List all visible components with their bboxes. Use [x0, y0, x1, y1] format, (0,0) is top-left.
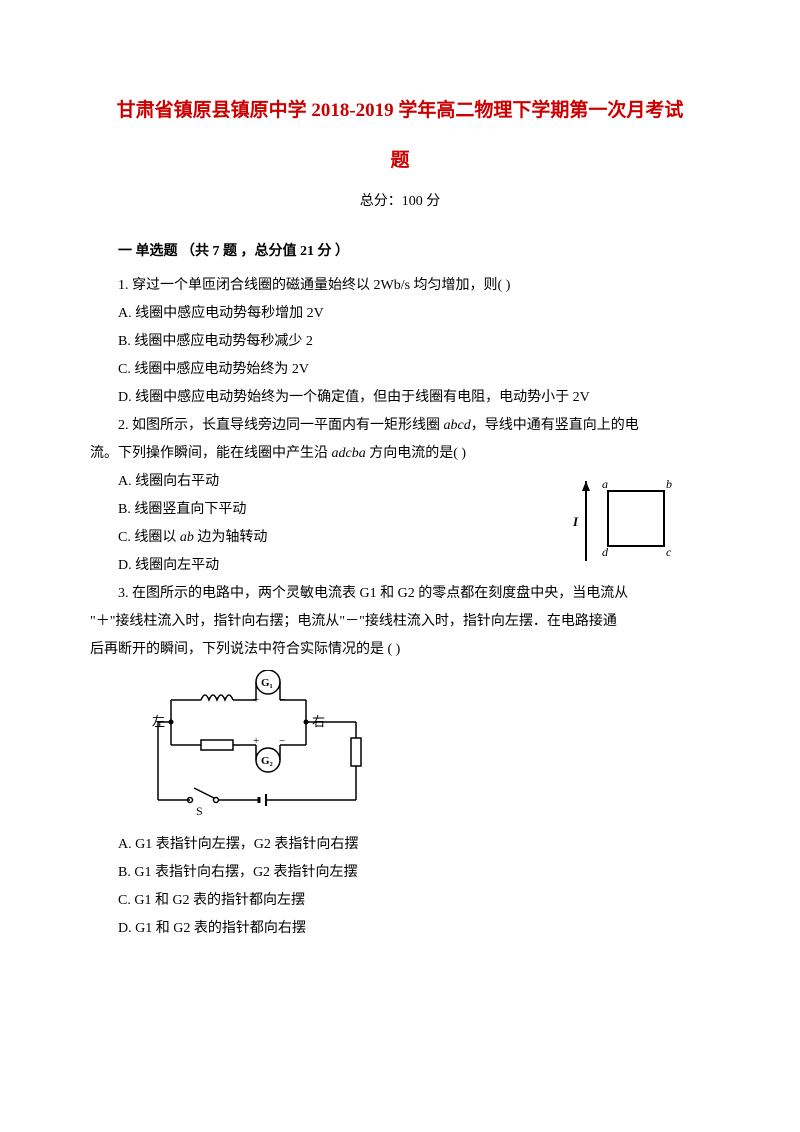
q2-text1: 2. 如图所示，长直导线旁边同一平面内有一矩形线圈 — [118, 418, 444, 433]
q2-label-d: d — [602, 545, 609, 559]
q2-optc-p1: C. 线圈以 — [118, 530, 180, 545]
question-2-line2: 流。下列操作瞬间，能在线圈中产生沿 adcba 方向电流的是( ) — [90, 440, 710, 468]
q2-label-c: c — [666, 545, 672, 559]
q1-option-c: C. 线圈中感应电动势始终为 2V — [90, 356, 710, 384]
q1-option-d: D. 线圈中感应电动势始终为一个确定值，但由于线圈有电阻，电动势小于 2V — [90, 384, 710, 412]
q2-text2: ，导线中通有竖直向上的电 — [471, 418, 639, 433]
q3-plus-1: + — [253, 694, 259, 706]
q3-label-g1: G₁ — [261, 677, 273, 689]
q3-circuit-diagram: G₁ + − 左 G₂ + − 右 S — [146, 670, 710, 825]
question-3-line2: "＋"接线柱流入时，指针向右摆；电流从"－"接线柱流入时，指针向左摆．在电路接通 — [90, 608, 710, 636]
q3-plus-2: + — [253, 735, 259, 747]
q2-label-a: a — [602, 477, 608, 491]
q2-text4: 方向电流的是( ) — [366, 446, 466, 461]
q3-label-g2: G₂ — [261, 755, 274, 767]
q2-optc-p2: 边为轴转动 — [194, 530, 268, 545]
q2-italic-abcd: abcd — [444, 418, 471, 433]
question-3-line1: 3. 在图所示的电路中，两个灵敏电流表 G1 和 G2 的零点都在刻度盘中央，当… — [90, 580, 710, 608]
question-3-line3: 后再断开的瞬间，下列说法中符合实际情况的是 ( ) — [90, 636, 710, 664]
exam-title-line1: 甘肃省镇原县镇原中学 2018-2019 学年高二物理下学期第一次月考试 — [90, 90, 710, 132]
q2-optc-italic: ab — [180, 530, 194, 545]
total-score: 总分：100 分 — [90, 190, 710, 210]
q3-option-b: B. G1 表指针向右摆，G2 表指针向左摆 — [90, 859, 710, 887]
q2-circuit-diagram: I a b c d — [570, 476, 680, 571]
section-header: 一 单选题 （共 7 题 ，总分值 21 分 ） — [90, 240, 710, 260]
q1-option-a: A. 线圈中感应电动势每秒增加 2V — [90, 300, 710, 328]
question-1: 1. 穿过一个单匝闭合线圈的磁通量始终以 2Wb/s 均匀增加，则( ) — [90, 272, 710, 300]
question-2-line1: 2. 如图所示，长直导线旁边同一平面内有一矩形线圈 abcd，导线中通有竖直向上… — [90, 412, 710, 440]
exam-title-line2: 题 — [90, 140, 710, 182]
q3-option-d: D. G1 和 G2 表的指针都向右摆 — [90, 915, 710, 943]
q3-option-a: A. G1 表指针向左摆，G2 表指针向右摆 — [90, 831, 710, 859]
q2-label-I: I — [572, 514, 579, 529]
q3-label-s: S — [196, 804, 203, 818]
q3-option-c: C. G1 和 G2 表的指针都向左摆 — [90, 887, 710, 915]
q1-option-b: B. 线圈中感应电动势每秒减少 2 — [90, 328, 710, 356]
q2-text3: 流。下列操作瞬间，能在线圈中产生沿 — [90, 446, 332, 461]
q2-label-b: b — [666, 477, 672, 491]
q2-italic-adcba: adcba — [332, 446, 366, 461]
